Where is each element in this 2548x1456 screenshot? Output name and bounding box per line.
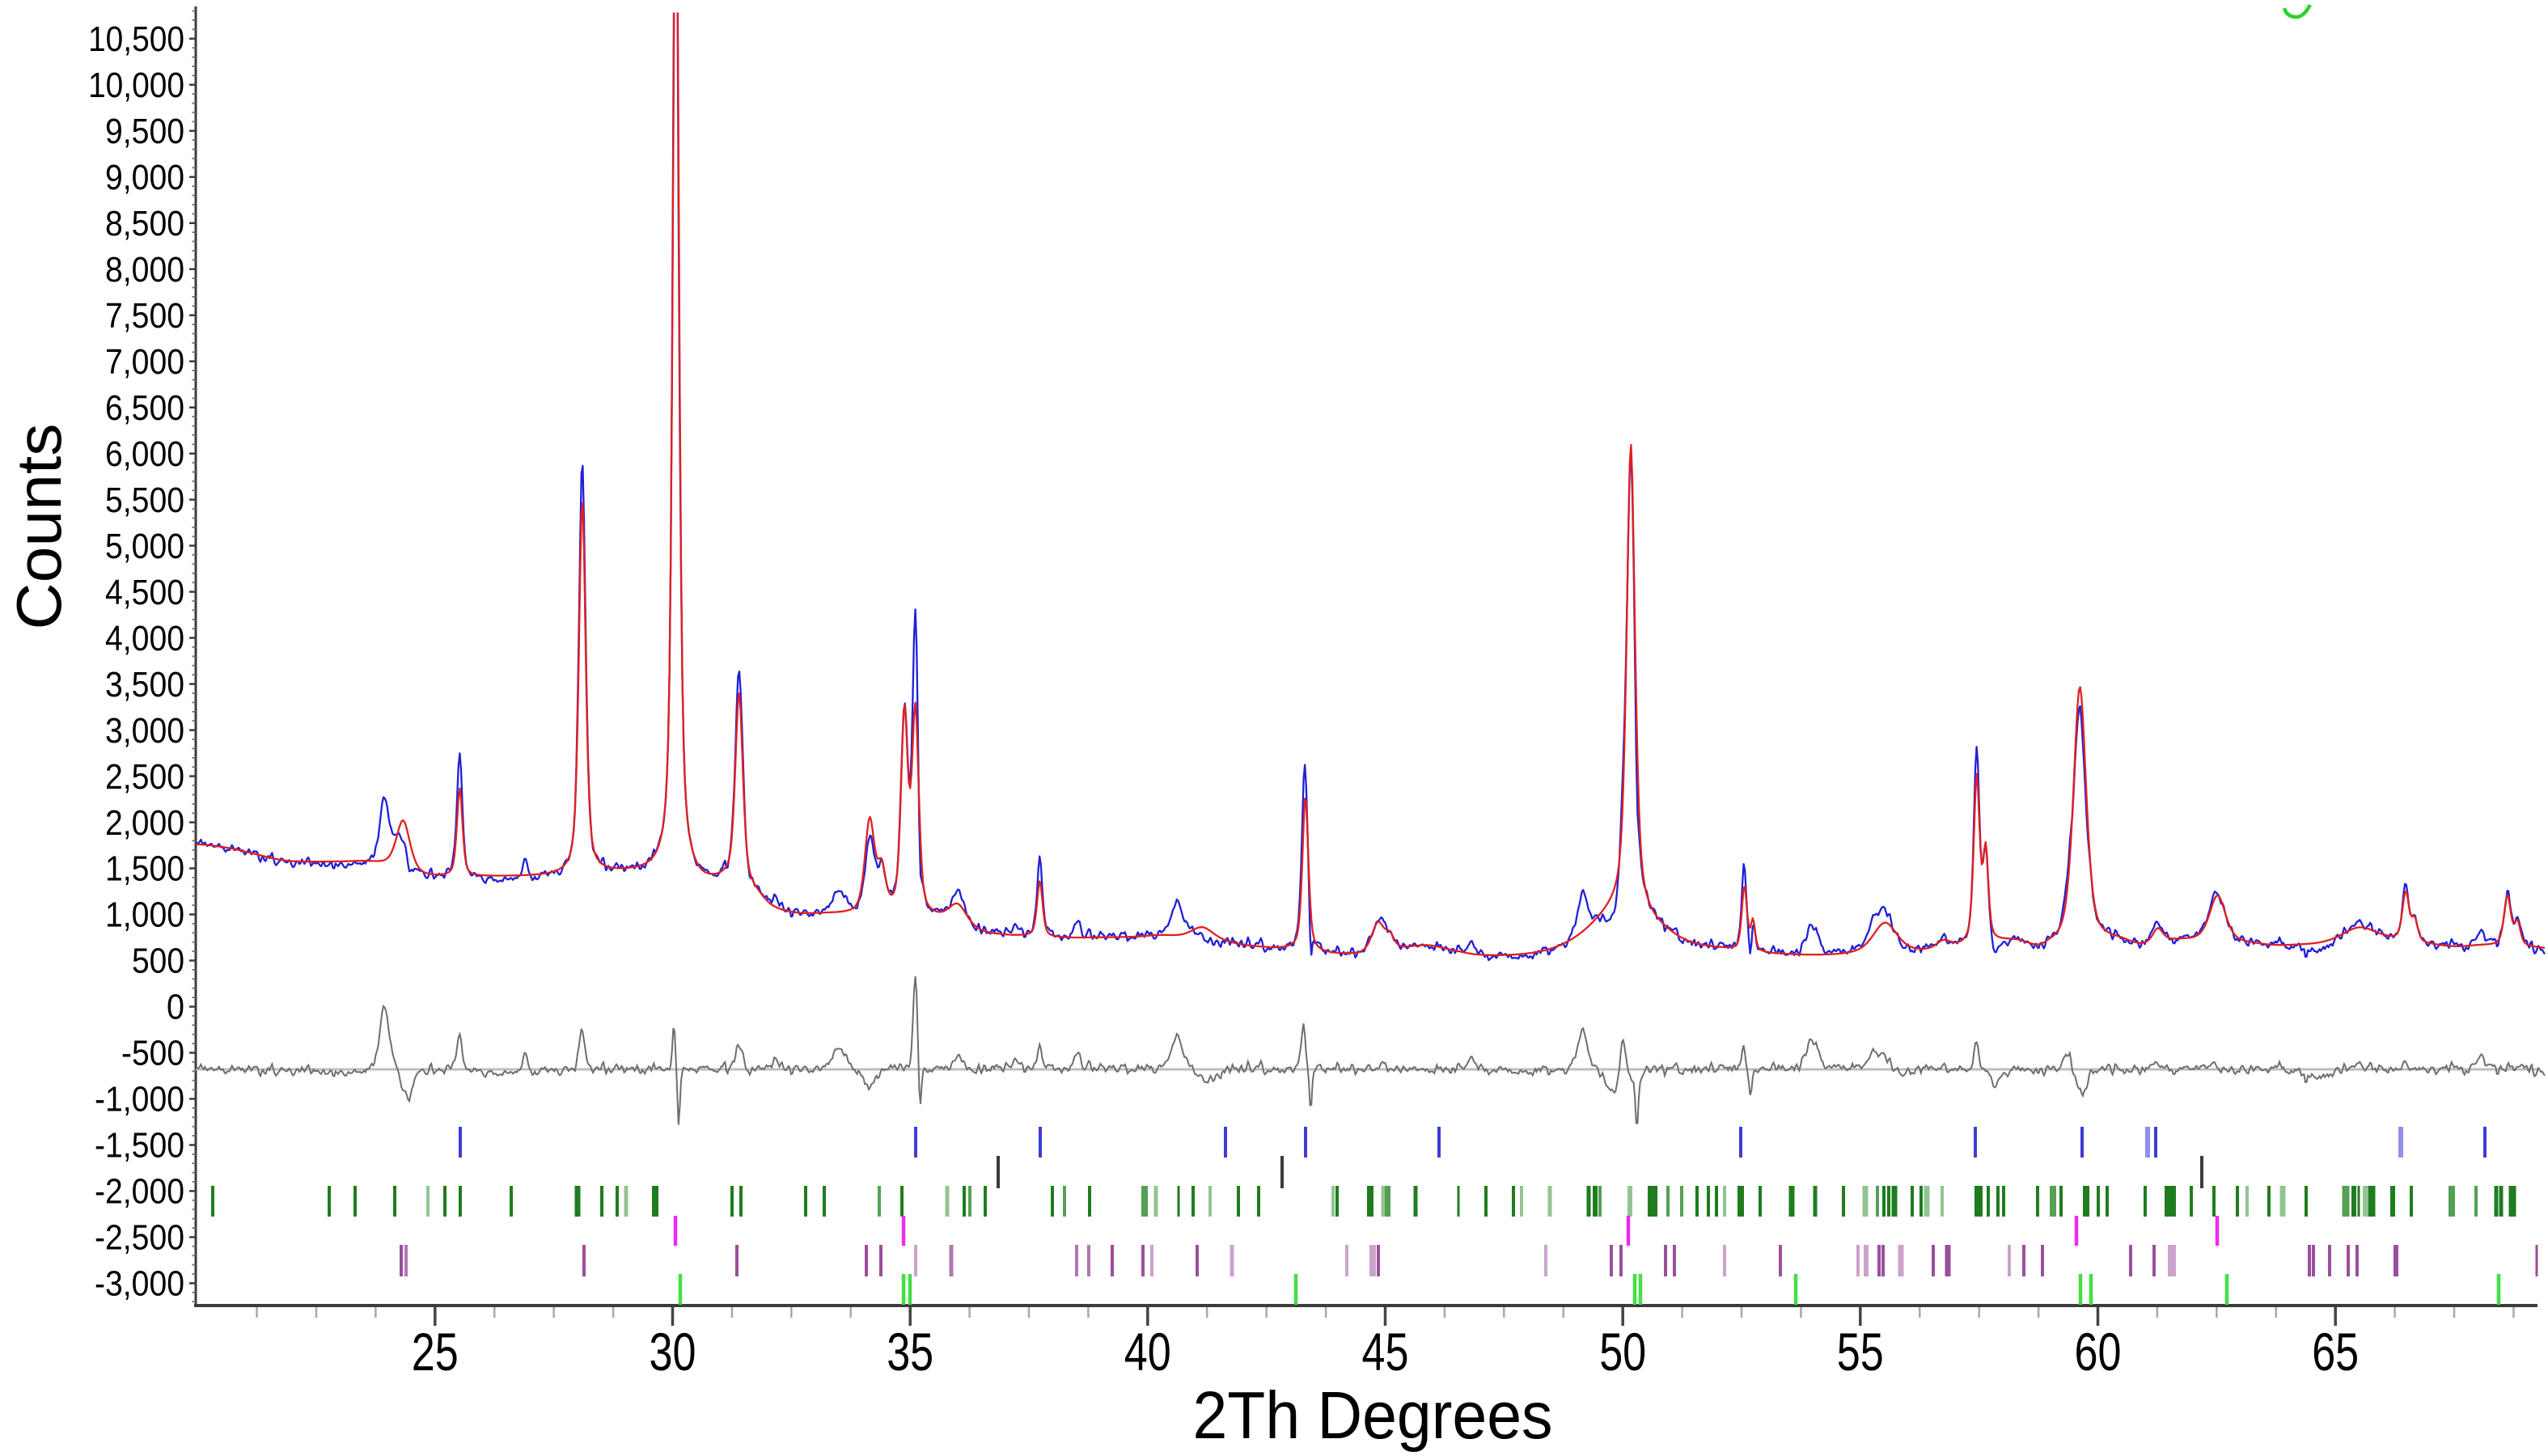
svg-text:6,500: 6,500 bbox=[105, 388, 184, 428]
svg-text:7,500: 7,500 bbox=[105, 296, 184, 336]
svg-text:10,500: 10,500 bbox=[88, 19, 184, 59]
svg-text:5,500: 5,500 bbox=[105, 480, 184, 520]
svg-text:35: 35 bbox=[887, 1322, 933, 1382]
svg-text:-3,000: -3,000 bbox=[95, 1264, 184, 1304]
svg-text:2,000: 2,000 bbox=[105, 803, 184, 843]
svg-text:25: 25 bbox=[412, 1322, 459, 1382]
svg-text:0: 0 bbox=[167, 988, 184, 1027]
svg-text:1,000: 1,000 bbox=[105, 895, 184, 935]
svg-text:4,000: 4,000 bbox=[105, 619, 184, 658]
svg-text:30: 30 bbox=[650, 1322, 696, 1382]
svg-text:-500: -500 bbox=[121, 1034, 184, 1073]
svg-text:-1,000: -1,000 bbox=[95, 1080, 184, 1120]
svg-text:-2,500: -2,500 bbox=[95, 1218, 184, 1258]
svg-text:2,500: 2,500 bbox=[105, 757, 184, 797]
svg-text:4,500: 4,500 bbox=[105, 573, 184, 612]
svg-text:10,000: 10,000 bbox=[88, 66, 184, 105]
svg-text:8,500: 8,500 bbox=[105, 204, 184, 243]
svg-text:9,500: 9,500 bbox=[105, 112, 184, 151]
svg-text:Counts: Counts bbox=[3, 424, 74, 630]
svg-text:5,000: 5,000 bbox=[105, 527, 184, 566]
svg-text:50: 50 bbox=[1599, 1322, 1646, 1382]
svg-text:8,000: 8,000 bbox=[105, 250, 184, 290]
svg-text:55: 55 bbox=[1837, 1322, 1884, 1382]
svg-text:-2,000: -2,000 bbox=[95, 1172, 184, 1212]
svg-text:7,000: 7,000 bbox=[105, 342, 184, 382]
svg-text:40: 40 bbox=[1124, 1322, 1171, 1382]
svg-text:2Th Degrees: 2Th Degrees bbox=[1193, 1378, 1553, 1453]
svg-text:60: 60 bbox=[2075, 1322, 2122, 1382]
svg-text:3,500: 3,500 bbox=[105, 665, 184, 705]
svg-text:45: 45 bbox=[1362, 1322, 1409, 1382]
svg-text:-1,500: -1,500 bbox=[95, 1126, 184, 1166]
svg-text:65: 65 bbox=[2312, 1322, 2359, 1382]
svg-text:9,000: 9,000 bbox=[105, 158, 184, 197]
svg-text:6,000: 6,000 bbox=[105, 434, 184, 474]
svg-text:3,000: 3,000 bbox=[105, 711, 184, 751]
svg-text:500: 500 bbox=[132, 942, 184, 981]
svg-text:1,500: 1,500 bbox=[105, 849, 184, 889]
